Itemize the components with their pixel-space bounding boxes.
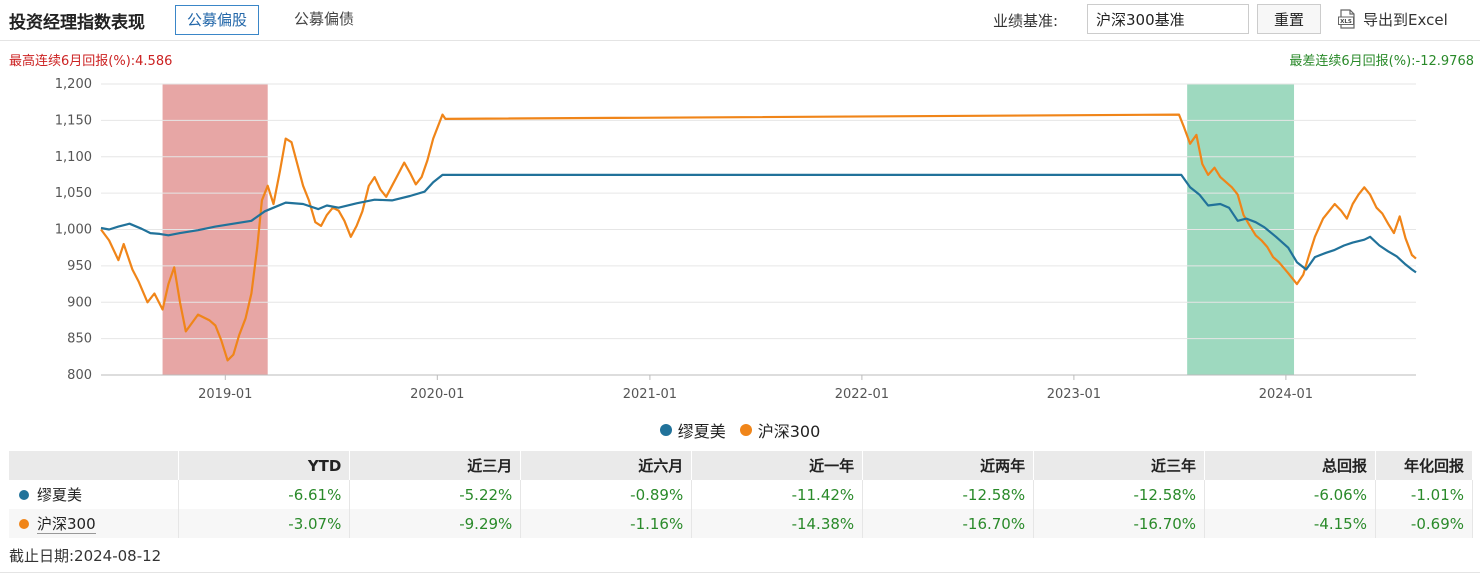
performance-table: YTD 近三月 近六月 近一年 近两年 近三年 总回报 年化回报 缪夏美 -6.… xyxy=(9,451,1474,538)
table-header-cell[interactable]: 近六月 xyxy=(520,451,693,480)
export-excel-button[interactable]: XLS 导出到Excel xyxy=(1337,8,1448,30)
table-cell: -5.22% xyxy=(349,480,522,509)
table-cell: -16.70% xyxy=(1033,509,1206,538)
y-tick-label: 1,200 xyxy=(55,77,92,92)
table-cell: -1.16% xyxy=(520,509,693,538)
divider xyxy=(0,572,1480,573)
legend-item-manager[interactable]: 缪夏美 xyxy=(659,418,726,442)
table-header-cell[interactable]: 年化回报 xyxy=(1375,451,1474,480)
table-cell: -0.89% xyxy=(520,480,693,509)
benchmark-label: 业绩基准: xyxy=(993,12,1059,30)
table-cell: -0.69% xyxy=(1375,509,1474,538)
legend-dot-benchmark xyxy=(739,424,752,436)
series-dot-benchmark xyxy=(19,518,29,529)
legend-item-benchmark[interactable]: 沪深300 xyxy=(739,418,821,442)
x-tick-label: 2023-01 xyxy=(1047,387,1101,402)
y-tick-label: 1,150 xyxy=(55,113,92,128)
x-tick-label: 2024-01 xyxy=(1259,387,1313,402)
series-lines xyxy=(100,113,1417,362)
row-name: 缪夏美 xyxy=(37,486,83,504)
series-dot-manager xyxy=(19,489,29,500)
row-name-link[interactable]: 沪深300 xyxy=(37,515,96,534)
y-tick-label: 1,050 xyxy=(55,186,92,201)
svg-text:XLS: XLS xyxy=(1340,19,1352,25)
table-header-cell[interactable]: 近两年 xyxy=(862,451,1035,480)
table-cell: -1.01% xyxy=(1375,480,1474,509)
table-cell: -16.70% xyxy=(862,509,1035,538)
table-header-cell[interactable]: YTD xyxy=(178,451,351,480)
x-tick-label: 2021-01 xyxy=(623,387,677,402)
table-cell: -3.07% xyxy=(178,509,351,538)
performance-chart: 800 850 900 950 1,000 1,050 1,100 1,150 1,200 20… xyxy=(55,77,1417,402)
y-tick-label: 950 xyxy=(67,259,92,274)
y-tick-label: 800 xyxy=(67,368,92,383)
table-cell: -4.15% xyxy=(1204,509,1376,538)
y-tick-label: 1,100 xyxy=(55,150,92,165)
x-axis: 2019-01 2020-01 2021-01 2022-01 2023-01 2024-… xyxy=(198,375,1313,402)
table-cell: -9.29% xyxy=(349,509,522,538)
table-header-cell[interactable]: 近三月 xyxy=(349,451,522,480)
benchmark-line xyxy=(100,113,1417,362)
export-label: 导出到Excel xyxy=(1363,10,1448,29)
legend-label-benchmark: 沪深300 xyxy=(757,422,821,441)
page-title: 投资经理指数表现 xyxy=(9,13,145,33)
table-cell: -11.42% xyxy=(691,480,864,509)
xls-file-icon: XLS xyxy=(1338,9,1355,29)
legend-dot-manager xyxy=(659,424,672,436)
best-6m-return: 最高连续6月回报(%):4.586 xyxy=(9,54,173,69)
table-row: 沪深300 -3.07% -9.29% -1.16% -14.38% -16.7… xyxy=(9,509,1474,538)
manager-line xyxy=(100,173,1417,274)
table-cell: -6.61% xyxy=(178,480,351,509)
x-tick-label: 2020-01 xyxy=(410,387,464,402)
reset-button[interactable]: 重置 xyxy=(1257,4,1321,34)
table-header-row: YTD 近三月 近六月 近一年 近两年 近三年 总回报 年化回报 xyxy=(9,451,1474,480)
table-header-cell[interactable]: 近三年 xyxy=(1033,451,1206,480)
as-of-date: 截止日期:2024-08-12 xyxy=(9,547,162,565)
table-header-cell xyxy=(9,451,180,480)
worst-6m-return: 最差连续6月回报(%):-12.9768 xyxy=(1289,54,1474,69)
x-tick-label: 2019-01 xyxy=(198,387,252,402)
legend-label-manager: 缪夏美 xyxy=(677,422,726,441)
table-cell: -12.58% xyxy=(862,480,1035,509)
table-header-cell[interactable]: 总回报 xyxy=(1204,451,1376,480)
y-tick-label: 900 xyxy=(67,295,92,310)
y-tick-label: 1,000 xyxy=(55,223,92,238)
table-cell: -12.58% xyxy=(1033,480,1206,509)
table-cell: -14.38% xyxy=(691,509,864,538)
top-bar: 投资经理指数表现 公募偏股 公募偏债 业绩基准: 重置 XLS 导出到Excel xyxy=(0,0,1480,41)
x-tick-label: 2022-01 xyxy=(835,387,889,402)
y-tick-label: 850 xyxy=(67,332,92,347)
table-header-cell[interactable]: 近一年 xyxy=(691,451,864,480)
table-row: 缪夏美 -6.61% -5.22% -0.89% -11.42% -12.58%… xyxy=(9,480,1474,509)
table-cell: -6.06% xyxy=(1204,480,1376,509)
row-name-cell: 沪深300 xyxy=(9,509,180,538)
chart-legend: 缪夏美 沪深300 xyxy=(0,418,1480,442)
row-name-cell: 缪夏美 xyxy=(9,480,180,509)
y-axis: 800 850 900 950 1,000 1,050 1,100 1,150 1,200 xyxy=(55,77,92,383)
tab-bond-funds[interactable]: 公募偏债 xyxy=(294,10,355,28)
tab-equity-funds[interactable]: 公募偏股 xyxy=(175,5,260,35)
benchmark-input[interactable] xyxy=(1087,4,1249,34)
